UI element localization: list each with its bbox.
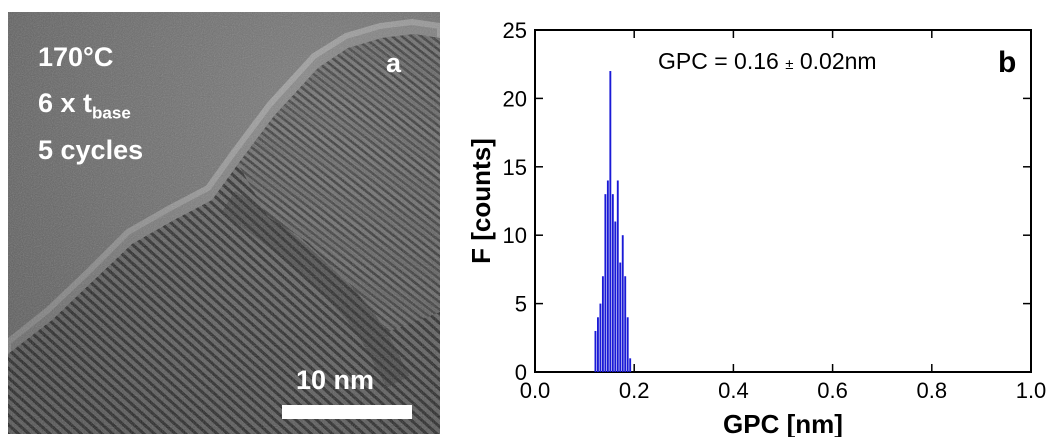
histogram-bars — [594, 71, 632, 372]
histogram-bar — [601, 276, 604, 372]
y-axis-title: F [counts] — [466, 138, 496, 264]
y-tick-label: 15 — [503, 155, 527, 180]
axis-ticks: 0.0 0.2 0.4 0.6 0.8 1.0 0 5 10 15 20 25 — [503, 18, 1047, 403]
histogram-bar — [604, 194, 607, 372]
histogram-bar — [609, 71, 612, 372]
tem-micrograph-image — [8, 12, 440, 434]
histogram-bar — [616, 180, 619, 372]
histogram-bar — [611, 194, 614, 372]
base-time-label: 6 x tbase — [38, 88, 131, 123]
tem-micrograph-panel: 170°C 6 x tbase 5 cycles a 10 nm — [8, 12, 440, 434]
histogram-bar — [626, 317, 629, 372]
temperature-label: 170°C — [38, 42, 114, 72]
cycles-label: 5 cycles — [38, 135, 144, 165]
panel-letter-a: a — [386, 48, 402, 78]
panel-letter-b: b — [998, 46, 1016, 79]
gpc-histogram-chart: 0.0 0.2 0.4 0.6 0.8 1.0 0 5 10 15 20 25 GPC = 0.16 … — [466, 18, 1047, 437]
x-tick-label: 1.0 — [1016, 378, 1047, 403]
y-tick-label: 20 — [503, 86, 527, 111]
histogram-bar — [621, 235, 624, 372]
y-tick-label: 25 — [503, 18, 527, 43]
y-tick-label: 0 — [515, 360, 527, 385]
histogram-bar — [606, 180, 609, 372]
x-tick-label: 0.8 — [917, 378, 948, 403]
gpc-annotation-error: 0.02nm — [793, 48, 876, 74]
gpc-annotation-value: GPC = 0.16 — [658, 48, 785, 74]
scale-bar — [282, 405, 412, 419]
base-time-prefix: 6 x t — [38, 88, 93, 118]
gpc-annotation: GPC = 0.16 ± 0.02nm — [658, 48, 877, 74]
y-tick-label: 5 — [515, 292, 527, 317]
x-tick-label: 0.2 — [619, 378, 650, 403]
histogram-bar — [597, 317, 599, 372]
histogram-bar — [599, 303, 602, 372]
histogram-bar — [614, 221, 617, 372]
gpc-annotation-pm: ± — [785, 56, 793, 73]
base-time-subscript: base — [92, 103, 131, 123]
x-tick-label: 0.4 — [718, 378, 749, 403]
histogram-bar — [594, 330, 597, 372]
histogram-bar — [619, 262, 622, 372]
gpc-histogram-panel: 0.0 0.2 0.4 0.6 0.8 1.0 0 5 10 15 20 25 GPC = 0.16 … — [440, 0, 1056, 437]
x-axis-title: GPC [nm] — [723, 409, 843, 437]
histogram-bar — [624, 276, 627, 372]
x-tick-label: 0.0 — [520, 378, 551, 403]
y-tick-label: 10 — [503, 223, 527, 248]
scale-bar-label: 10 nm — [296, 365, 375, 395]
histogram-bar — [629, 358, 632, 372]
x-tick-label: 0.6 — [817, 378, 848, 403]
